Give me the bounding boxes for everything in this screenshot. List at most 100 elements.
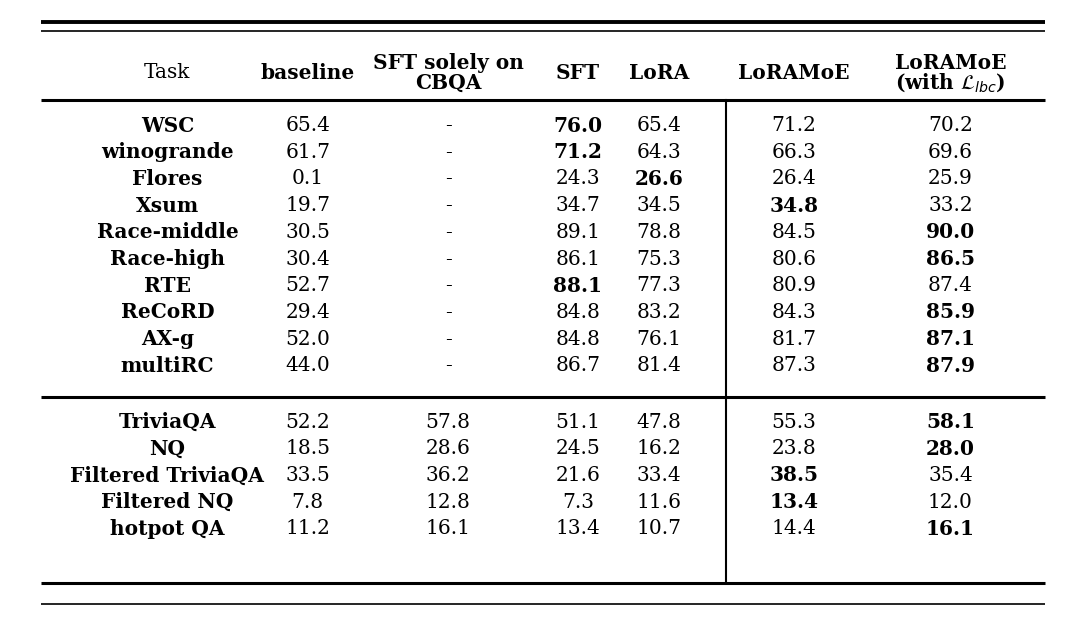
Text: 33.4: 33.4 — [636, 466, 681, 485]
Text: 47.8: 47.8 — [636, 413, 681, 431]
Text: multiRC: multiRC — [121, 356, 214, 376]
Text: 86.1: 86.1 — [555, 249, 600, 269]
Text: LoRA: LoRA — [629, 63, 689, 83]
Text: LoRAMoE: LoRAMoE — [894, 53, 1007, 73]
Text: -: - — [445, 276, 451, 295]
Text: 69.6: 69.6 — [928, 143, 973, 162]
Text: 12.0: 12.0 — [928, 492, 973, 512]
Text: 87.3: 87.3 — [771, 356, 816, 376]
Text: -: - — [445, 116, 451, 135]
Text: 52.2: 52.2 — [285, 413, 330, 431]
Text: 34.7: 34.7 — [555, 196, 600, 215]
Text: AX-g: AX-g — [140, 329, 194, 349]
Text: 33.5: 33.5 — [285, 466, 330, 485]
Text: 75.3: 75.3 — [636, 249, 681, 269]
Text: TriviaQA: TriviaQA — [119, 412, 216, 432]
Text: 84.3: 84.3 — [771, 303, 816, 322]
Text: 38.5: 38.5 — [769, 465, 819, 485]
Text: SFT: SFT — [556, 63, 599, 83]
Text: 0.1: 0.1 — [292, 170, 324, 188]
Text: 44.0: 44.0 — [285, 356, 330, 376]
Text: -: - — [445, 356, 451, 376]
Text: 28.6: 28.6 — [426, 439, 471, 458]
Text: 36.2: 36.2 — [426, 466, 471, 485]
Text: -: - — [445, 170, 451, 188]
Text: WSC: WSC — [140, 116, 194, 136]
Text: 34.8: 34.8 — [769, 196, 819, 215]
Text: ReCoRD: ReCoRD — [121, 303, 214, 322]
Text: hotpot QA: hotpot QA — [110, 519, 225, 539]
Text: 86.7: 86.7 — [555, 356, 600, 376]
Text: 58.1: 58.1 — [926, 412, 975, 432]
Text: 76.0: 76.0 — [553, 116, 603, 136]
Text: NQ: NQ — [149, 439, 186, 458]
Text: 80.6: 80.6 — [771, 249, 816, 269]
Text: Filtered NQ: Filtered NQ — [102, 492, 233, 512]
Text: 84.5: 84.5 — [771, 223, 816, 242]
Text: RTE: RTE — [144, 276, 191, 296]
Text: CBQA: CBQA — [415, 73, 482, 93]
Text: -: - — [445, 249, 451, 269]
Text: 14.4: 14.4 — [771, 519, 816, 538]
Text: 87.4: 87.4 — [928, 276, 973, 295]
Text: 86.5: 86.5 — [926, 249, 975, 269]
Text: 19.7: 19.7 — [285, 196, 330, 215]
Text: 13.4: 13.4 — [555, 519, 600, 538]
Text: 11.6: 11.6 — [636, 492, 681, 512]
Text: 28.0: 28.0 — [926, 439, 975, 458]
Text: 71.2: 71.2 — [553, 143, 603, 162]
Text: 26.4: 26.4 — [771, 170, 816, 188]
Text: 65.4: 65.4 — [285, 116, 330, 135]
Text: 90.0: 90.0 — [926, 222, 975, 242]
Text: Race-high: Race-high — [110, 249, 225, 269]
Text: 65.4: 65.4 — [636, 116, 681, 135]
Text: 7.8: 7.8 — [292, 492, 324, 512]
Text: 7.3: 7.3 — [562, 492, 594, 512]
Text: 24.3: 24.3 — [555, 170, 600, 188]
Text: 30.4: 30.4 — [285, 249, 330, 269]
Text: 30.5: 30.5 — [285, 223, 330, 242]
Text: Xsum: Xsum — [136, 196, 199, 215]
Text: 70.2: 70.2 — [928, 116, 973, 135]
Text: 23.8: 23.8 — [771, 439, 816, 458]
Text: 16.1: 16.1 — [426, 519, 471, 538]
Text: Flores: Flores — [132, 169, 203, 189]
Text: 33.2: 33.2 — [928, 196, 973, 215]
Text: 81.4: 81.4 — [636, 356, 681, 376]
Text: SFT solely on: SFT solely on — [373, 53, 524, 73]
Text: 24.5: 24.5 — [555, 439, 600, 458]
Text: 55.3: 55.3 — [771, 413, 816, 431]
Text: 52.0: 52.0 — [285, 330, 330, 349]
Text: 85.9: 85.9 — [926, 303, 975, 322]
Text: 13.4: 13.4 — [769, 492, 819, 512]
Text: 51.1: 51.1 — [555, 413, 600, 431]
Text: 16.2: 16.2 — [636, 439, 681, 458]
Text: 78.8: 78.8 — [636, 223, 681, 242]
Text: 35.4: 35.4 — [928, 466, 973, 485]
Text: -: - — [445, 330, 451, 349]
Text: 26.6: 26.6 — [634, 169, 684, 189]
Text: -: - — [445, 223, 451, 242]
Text: 16.1: 16.1 — [926, 519, 975, 539]
Text: 88.1: 88.1 — [553, 276, 603, 296]
Text: 76.1: 76.1 — [636, 330, 681, 349]
Text: -: - — [445, 196, 451, 215]
Text: Race-middle: Race-middle — [96, 222, 239, 242]
Text: winogrande: winogrande — [102, 143, 233, 162]
Text: 83.2: 83.2 — [636, 303, 681, 322]
Text: 87.9: 87.9 — [926, 356, 975, 376]
Text: 89.1: 89.1 — [555, 223, 600, 242]
Text: 10.7: 10.7 — [636, 519, 681, 538]
Text: 52.7: 52.7 — [285, 276, 330, 295]
Text: -: - — [445, 143, 451, 162]
Text: 81.7: 81.7 — [771, 330, 816, 349]
Text: 29.4: 29.4 — [285, 303, 330, 322]
Text: Task: Task — [145, 63, 190, 82]
Text: 80.9: 80.9 — [771, 276, 816, 295]
Text: -: - — [445, 303, 451, 322]
Text: 64.3: 64.3 — [636, 143, 681, 162]
Text: 25.9: 25.9 — [928, 170, 973, 188]
Text: 11.2: 11.2 — [285, 519, 330, 538]
Text: 84.8: 84.8 — [555, 303, 600, 322]
Text: LoRAMoE: LoRAMoE — [738, 63, 850, 83]
